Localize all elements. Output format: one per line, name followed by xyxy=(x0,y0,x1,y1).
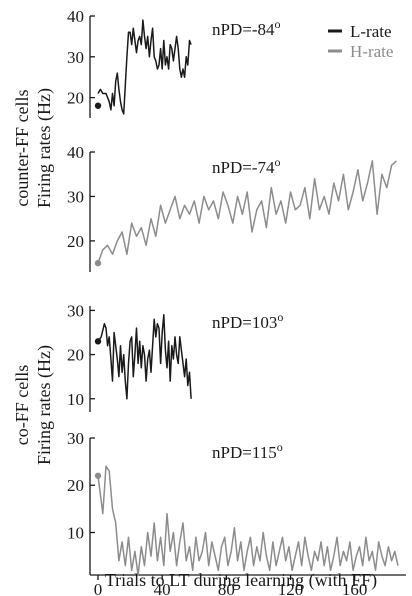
legend-label-l-rate: L-rate xyxy=(350,22,392,41)
x-tick-label: 40 xyxy=(154,580,171,596)
npd-value: -74 xyxy=(252,158,275,177)
npd-prefix: nPD= xyxy=(212,313,252,332)
npd-annotation: nPD=103o xyxy=(212,310,283,332)
panel-counter-ff-l-rate: 20 30 40 nPD=-84o xyxy=(67,7,281,118)
y-tick-label: 30 xyxy=(67,301,84,320)
y-axis-label-co-ff: Firing rates (Hz) xyxy=(34,345,55,465)
x-tick-label: 0 xyxy=(94,580,103,596)
x-tick-label: 80 xyxy=(218,580,235,596)
npd-prefix: nPD= xyxy=(212,158,252,177)
x-tick-label: 160 xyxy=(342,580,368,596)
npd-annotation: nPD=115o xyxy=(212,440,283,462)
npd-prefix: nPD= xyxy=(212,20,252,39)
y-tick-label: 30 xyxy=(67,429,84,448)
y-tick-label: 10 xyxy=(67,523,84,542)
y-tick-label: 20 xyxy=(67,89,84,108)
npd-degree: o xyxy=(275,17,281,31)
series-line-h-rate xyxy=(97,465,399,576)
group-title-counter-ff: counter-FF cells xyxy=(12,89,32,206)
npd-value: -84 xyxy=(252,20,275,39)
npd-degree: o xyxy=(277,440,283,454)
y-tick-label: 20 xyxy=(67,476,84,495)
y-tick-label: 20 xyxy=(67,232,84,251)
group-label-counter-ff: counter-FF cells Firing rates (Hz) xyxy=(12,88,55,208)
group-title-co-ff: co-FF cells xyxy=(12,365,32,446)
y-axis-label-counter-ff: Firing rates (Hz) xyxy=(34,88,55,208)
npd-degree: o xyxy=(275,155,281,169)
panel-co-ff-h-rate: 10 20 30 nPD=115o xyxy=(67,429,406,576)
start-point xyxy=(94,102,102,109)
npd-degree: o xyxy=(277,310,283,324)
series-line-l-rate xyxy=(97,19,192,115)
npd-annotation: nPD=-84o xyxy=(212,17,281,39)
y-tick-label: 30 xyxy=(67,48,84,67)
panel-counter-ff-h-rate: 20 30 40 nPD=-74o xyxy=(67,143,397,272)
start-point xyxy=(94,259,102,267)
legend: L-rate H-rate xyxy=(328,22,393,61)
panel-co-ff-l-rate: 10 20 30 nPD=103o xyxy=(67,301,283,412)
y-tick-label: 40 xyxy=(67,143,84,162)
legend-label-h-rate: H-rate xyxy=(350,42,393,61)
npd-value: 103 xyxy=(252,313,278,332)
x-tick-label: 120 xyxy=(278,580,304,596)
y-tick-label: 20 xyxy=(67,346,84,365)
npd-prefix: nPD= xyxy=(212,443,252,462)
start-point xyxy=(94,472,102,479)
y-tick-label: 30 xyxy=(67,187,84,206)
npd-value: 115 xyxy=(252,443,277,462)
x-axis-label: Trials to LT during learning (with FF) xyxy=(105,570,377,591)
start-point xyxy=(94,338,102,345)
series-line-l-rate xyxy=(97,314,192,400)
series-line-h-rate xyxy=(97,160,397,264)
y-tick-label: 10 xyxy=(67,390,84,409)
group-label-co-ff: co-FF cells Firing rates (Hz) xyxy=(12,345,55,465)
y-tick-label: 40 xyxy=(67,7,84,26)
x-axis: 0 40 80 120 160 xyxy=(94,575,368,596)
npd-annotation: nPD=-74o xyxy=(212,155,281,177)
